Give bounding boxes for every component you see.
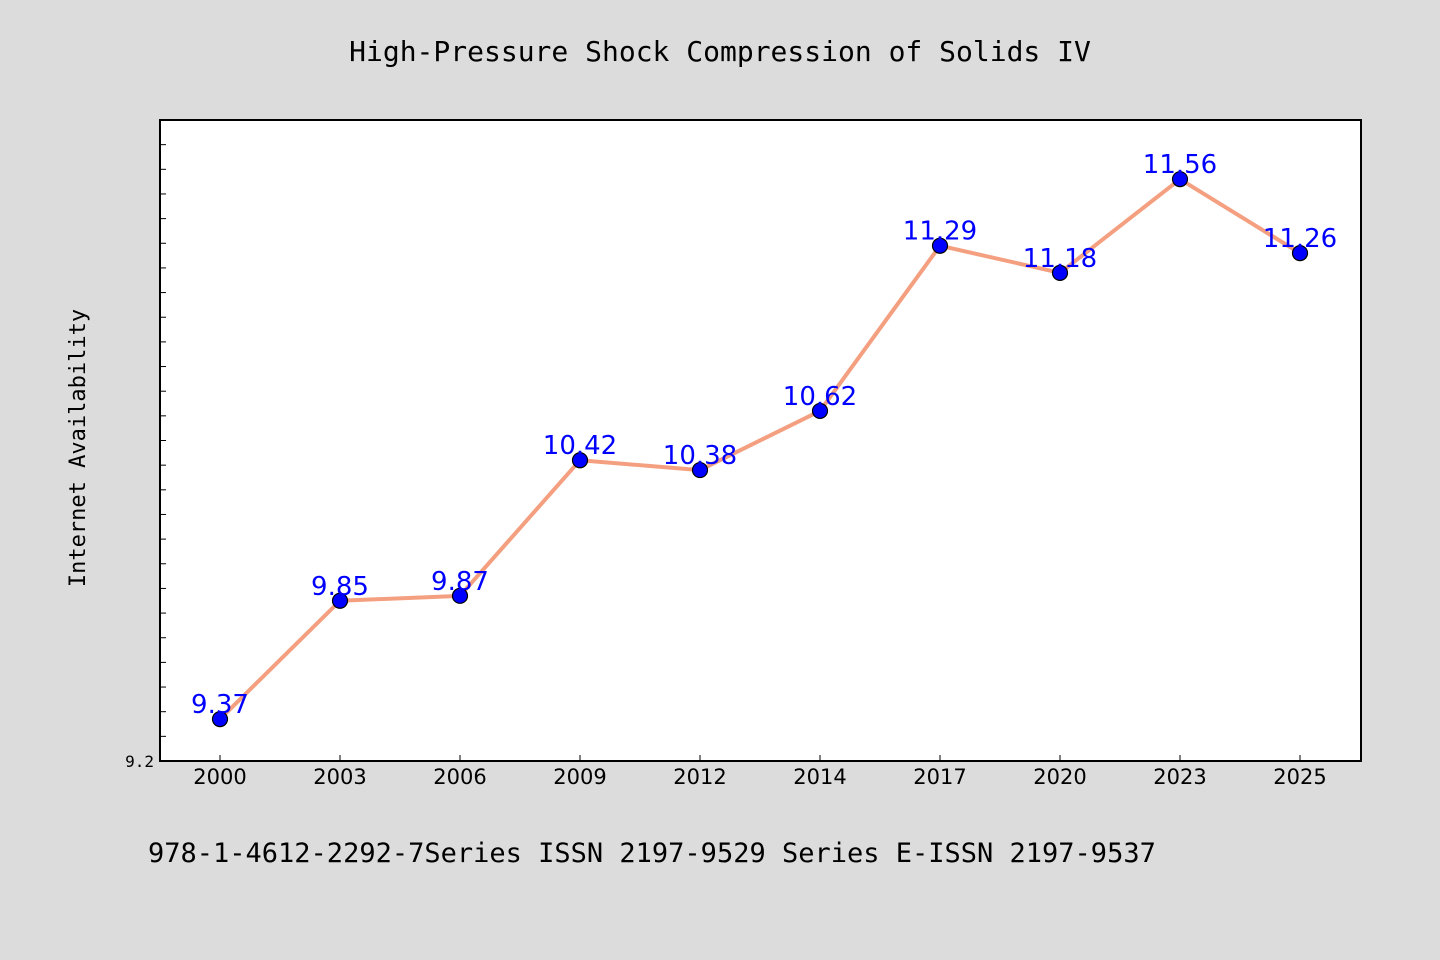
data-label: 11.26 [1263, 224, 1337, 254]
data-point [571, 452, 589, 469]
x-tick-label: 2020 [1033, 765, 1086, 789]
y-tick-label: 9.2 [125, 752, 154, 771]
x-ticks: 2000 2003 2006 2009 2012 2014 2017 2020 2023 2025 [193, 755, 1327, 789]
data-label: 11.56 [1143, 150, 1217, 180]
data-point [451, 587, 469, 604]
series-layer [218, 177, 1302, 722]
x-tick-label: 2006 [433, 765, 486, 789]
data-point [331, 592, 349, 609]
x-tick-label: 2023 [1153, 765, 1206, 789]
data-point [931, 237, 949, 254]
data-point [811, 402, 829, 420]
y-axis-label: Internet Availability [66, 309, 91, 587]
marker-layer [211, 171, 1309, 728]
data-label: 11.29 [903, 217, 977, 247]
x-tick-label: 2000 [193, 765, 246, 789]
label-layer: 9.37 9.85 9.87 10.42 10.38 10.62 11.29 11.18 11.… [191, 150, 1337, 720]
data-point [211, 710, 229, 728]
data-label: 9.37 [191, 690, 249, 720]
y-ticks: 9.2 [125, 144, 166, 771]
data-label: 9.87 [431, 567, 489, 597]
x-tick-label: 2025 [1273, 765, 1326, 789]
x-tick-label: 2014 [793, 765, 846, 789]
series-line [218, 177, 1302, 722]
data-label: 10.38 [663, 441, 737, 471]
footer-text: 978-1-4612-2292-7Series ISSN 2197-9529 S… [148, 838, 1156, 869]
data-point [691, 461, 709, 479]
data-point [1291, 245, 1309, 262]
data-point [1171, 171, 1189, 188]
data-label: 11.18 [1023, 244, 1097, 274]
data-point [1051, 264, 1069, 281]
data-label: 10.62 [783, 382, 857, 412]
x-tick-label: 2012 [673, 765, 726, 789]
data-label: 9.85 [311, 572, 369, 602]
x-tick-label: 2003 [313, 765, 366, 789]
chart-title: High-Pressure Shock Compression of Solid… [349, 35, 1091, 68]
data-label: 10.42 [543, 431, 617, 461]
x-tick-label: 2009 [553, 765, 606, 789]
x-tick-label: 2017 [913, 765, 966, 789]
